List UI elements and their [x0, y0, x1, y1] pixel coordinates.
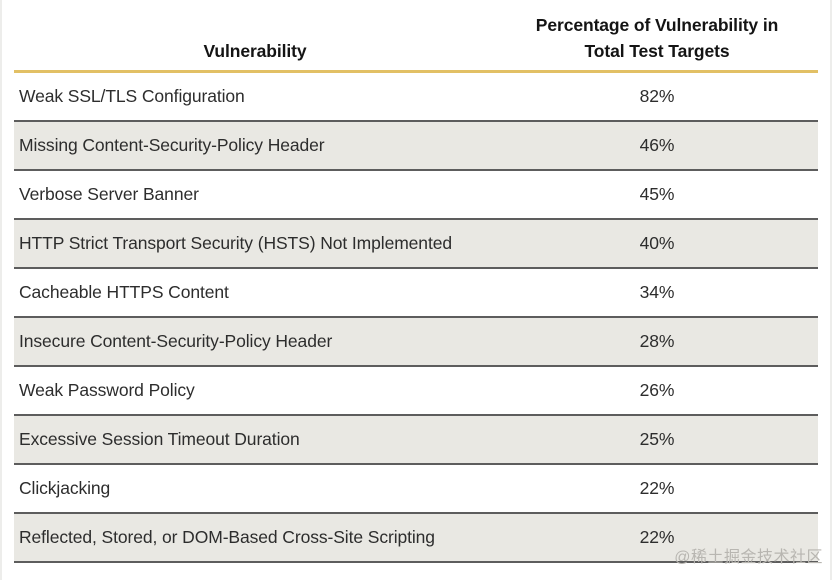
- watermark: @稀土掘金技术社区: [674, 549, 823, 566]
- table-row: Weak Password Policy 26%: [14, 367, 818, 416]
- vulnerability-percentage: 34%: [639, 282, 675, 302]
- vulnerability-percentage: 82%: [639, 86, 675, 106]
- vulnerability-name: Cacheable HTTPS Content: [19, 282, 229, 302]
- table-header: Vulnerability Percentage of Vulnerabilit…: [14, 0, 818, 70]
- vulnerability-percentage: 46%: [639, 135, 675, 155]
- table-row: Excessive Session Timeout Duration 25%: [14, 416, 818, 465]
- table-row: Reflected, Stored, or DOM-Based Cross-Si…: [14, 514, 818, 563]
- vulnerability-percentage: 26%: [639, 380, 675, 400]
- vulnerability-percentage: 22%: [639, 478, 675, 498]
- table-row: Weak SSL/TLS Configuration 82%: [14, 73, 818, 122]
- vulnerability-name: Clickjacking: [19, 478, 111, 498]
- table-row: HTTP Strict Transport Security (HSTS) No…: [14, 220, 818, 269]
- vulnerability-percentage: 40%: [639, 233, 675, 253]
- vulnerability-name: Weak SSL/TLS Configuration: [19, 86, 245, 106]
- vulnerability-percentage: 25%: [639, 429, 675, 449]
- column-header-vulnerability: Vulnerability: [203, 41, 307, 61]
- vulnerability-name: Missing Content-Security-Policy Header: [19, 135, 325, 155]
- vulnerability-name: Reflected, Stored, or DOM-Based Cross-Si…: [19, 527, 435, 547]
- header-divider: [14, 70, 818, 73]
- table-row: Clickjacking 22%: [14, 465, 818, 514]
- vulnerability-name: Verbose Server Banner: [19, 184, 199, 204]
- table-row: Cacheable HTTPS Content 34%: [14, 269, 818, 318]
- vulnerability-percentage: 28%: [639, 331, 675, 351]
- table-body: Weak SSL/TLS Configuration 82% Missing C…: [14, 73, 818, 563]
- vulnerability-table: Vulnerability Percentage of Vulnerabilit…: [14, 0, 818, 563]
- vulnerability-name: Insecure Content-Security-Policy Header: [19, 331, 333, 351]
- vulnerability-name: HTTP Strict Transport Security (HSTS) No…: [19, 233, 452, 253]
- vulnerability-name: Weak Password Policy: [19, 380, 195, 400]
- vulnerability-percentage: 45%: [639, 184, 675, 204]
- vulnerability-name: Excessive Session Timeout Duration: [19, 429, 300, 449]
- table-row: Verbose Server Banner 45%: [14, 171, 818, 220]
- table-row: Insecure Content-Security-Policy Header …: [14, 318, 818, 367]
- vulnerability-percentage: 22%: [639, 527, 675, 547]
- column-header-percentage: Percentage of Vulnerability in Total Tes…: [535, 15, 779, 61]
- table-row: Missing Content-Security-Policy Header 4…: [14, 122, 818, 171]
